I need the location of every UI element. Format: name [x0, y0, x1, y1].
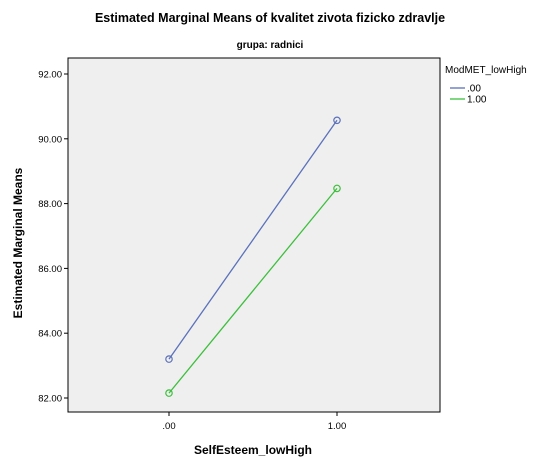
- series-1-point: [165, 389, 173, 397]
- x-tick-label: .00: [162, 421, 175, 432]
- x-axis: .00 1.00: [162, 412, 346, 432]
- chart-title: Estimated Marginal Means of kvalitet ziv…: [95, 11, 445, 25]
- chart-subtitle: grupa: radnici: [237, 40, 304, 51]
- series-0-point: [165, 355, 173, 363]
- y-tick-label: 84.00: [38, 329, 62, 340]
- legend-title: ModMET_lowHigh: [445, 65, 527, 76]
- series-line-0: [168, 119, 338, 360]
- series-1-point: [333, 184, 341, 193]
- series-line-1: [168, 187, 338, 394]
- y-tick-label: 82.00: [38, 394, 62, 405]
- legend: ModMET_lowHigh .001.00: [445, 65, 527, 106]
- y-axis: 82.00 84.00 86.00 88.00 90.00 92.00: [38, 70, 68, 405]
- y-tick-label: 92.00: [38, 70, 62, 81]
- x-axis-label: SelfEsteem_lowHigh: [194, 443, 312, 457]
- plot-area: [67, 57, 441, 413]
- y-tick-label: 90.00: [38, 134, 62, 145]
- y-tick-label: 88.00: [38, 199, 62, 210]
- series-layer: [165, 116, 341, 397]
- y-axis-label: Estimated Marginal Means: [11, 167, 25, 318]
- x-tick-label: 1.00: [328, 421, 347, 432]
- legend-label: .00: [467, 84, 481, 95]
- y-tick-label: 86.00: [38, 264, 62, 275]
- legend-label: 1.00: [467, 95, 487, 106]
- series-0-point: [333, 116, 341, 125]
